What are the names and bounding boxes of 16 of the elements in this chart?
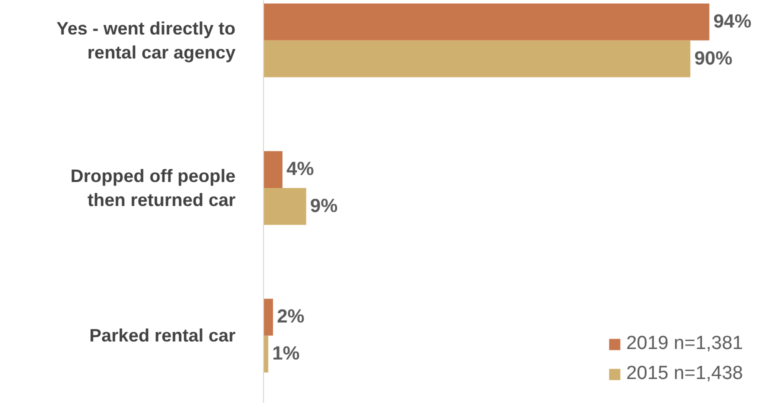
legend-label: 2019 n=1,381: [626, 333, 743, 355]
data-label: 1%: [272, 344, 300, 365]
y-tick-label: Parked rental car: [89, 326, 236, 346]
y-tick-label: Dropped off people then returned car: [70, 166, 236, 210]
data-label: 4%: [286, 159, 314, 180]
data-label: 94%: [713, 11, 752, 32]
y-tick-label: Yes - went directly to rental car agency: [56, 18, 236, 62]
bar: [264, 3, 710, 40]
data-label: 90%: [694, 48, 732, 70]
data-label: 9%: [310, 196, 338, 217]
data-label: 2%: [276, 306, 305, 328]
bar: [264, 188, 306, 225]
bar: [264, 151, 282, 188]
bar: [264, 40, 690, 78]
bar: [264, 298, 273, 336]
legend-label: 2015 n=1,438: [626, 363, 743, 385]
